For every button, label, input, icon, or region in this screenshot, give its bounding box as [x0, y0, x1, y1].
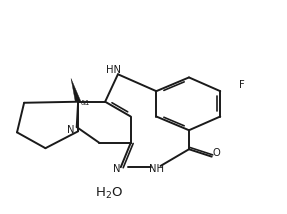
Text: O: O	[212, 149, 220, 159]
Polygon shape	[71, 79, 81, 102]
Text: &1: &1	[80, 100, 90, 106]
Text: HN: HN	[106, 65, 121, 75]
Text: NH: NH	[149, 164, 164, 174]
Text: N: N	[113, 164, 120, 174]
Text: F: F	[239, 80, 245, 90]
Text: N: N	[67, 125, 75, 135]
Text: $\mathregular{H_2O}$: $\mathregular{H_2O}$	[95, 186, 123, 201]
